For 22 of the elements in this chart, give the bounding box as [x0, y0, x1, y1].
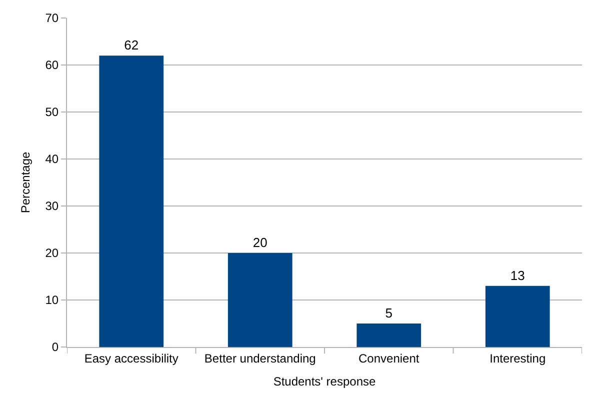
x-tick-label: Better understanding [204, 351, 316, 366]
y-tick-label: 30 [45, 199, 59, 214]
y-axis-title: Percentage [18, 151, 33, 214]
data-label: 5 [385, 306, 392, 320]
y-tick-label: 70 [45, 11, 59, 26]
x-tick-label: Convenient [358, 351, 420, 366]
data-label: 20 [252, 235, 268, 250]
x-axis-title: Students' response [273, 374, 376, 388]
bar [356, 324, 422, 347]
y-tick-label: 50 [45, 105, 59, 120]
y-tick-label: 0 [52, 340, 59, 354]
y-tick-label: 20 [45, 246, 59, 260]
bar [485, 286, 550, 347]
bar [228, 253, 292, 347]
data-label: 13 [510, 268, 525, 283]
y-tick-label: 10 [45, 293, 59, 308]
y-tick-label: 60 [45, 58, 59, 72]
data-label: 62 [124, 38, 139, 53]
bar [99, 56, 164, 347]
x-tick-label: Interesting [490, 351, 546, 366]
y-tick-label: 40 [45, 152, 59, 166]
x-tick-label: Easy accessibility [84, 351, 178, 366]
